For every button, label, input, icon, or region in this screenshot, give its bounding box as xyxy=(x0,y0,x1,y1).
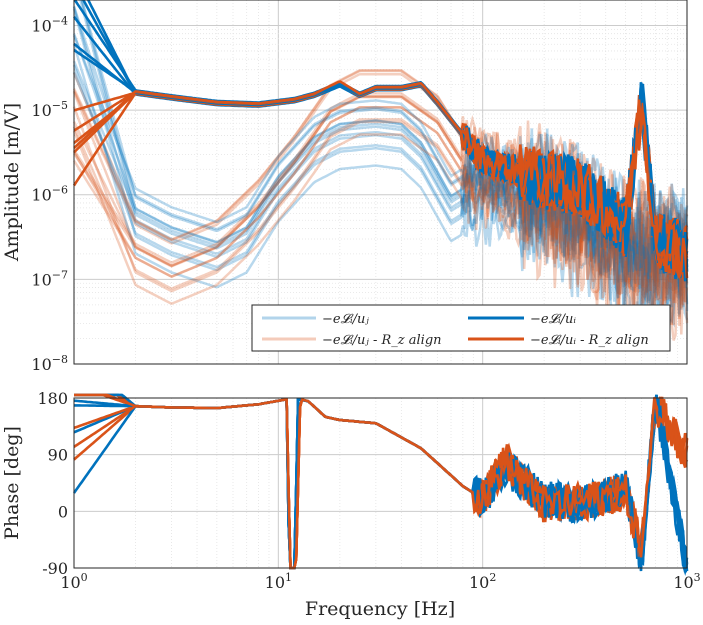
amp-ytick-label: 10−5 xyxy=(31,99,68,120)
amp-coupling-curve xyxy=(72,43,689,336)
amp-coupling-curve xyxy=(72,33,689,298)
amp-ytick-label: 10−6 xyxy=(31,184,68,205)
amplitude-axes-box xyxy=(73,0,688,365)
phase-ylabel: Phase [deg] xyxy=(1,426,23,540)
amplitude-lines xyxy=(72,0,689,341)
amp-coupling-curve xyxy=(72,6,689,308)
amp-coupling-curve xyxy=(72,72,689,280)
legend-label-direct: −e𝓛ᵢ/uᵢ xyxy=(530,312,576,327)
amp-coupling-curve xyxy=(80,0,689,294)
phase-xlabel: Frequency [Hz] xyxy=(305,598,455,620)
legend-label-coupling-rz: −e𝓛ᵢ/uⱼ - R_z align xyxy=(322,333,442,348)
amp-coupling-curve xyxy=(72,8,689,328)
ph-xtick-label: 103 xyxy=(673,571,700,592)
amplitude-ylabel: Amplitude [m/V] xyxy=(1,103,23,262)
phase-xtick-labels: 100 101 102 103 xyxy=(60,571,700,592)
amplitude-panel: 10−8 10−7 10−6 10−5 10−4 Amplitude [m/V] −e𝓛… xyxy=(1,0,689,374)
phase-panel: -90 0 90 180 100 101 102 103 Phase [deg] Frequ… xyxy=(1,389,701,620)
ph-ytick-label: 180 xyxy=(37,389,68,408)
ph-ytick-label: -90 xyxy=(42,559,68,578)
legend[interactable]: −e𝓛ᵢ/uⱼ −e𝓛ᵢ/uᵢ −e𝓛ᵢ/uⱼ - R_z align −e𝓛ᵢ… xyxy=(251,304,671,352)
ph-ytick-label: 0 xyxy=(58,502,68,521)
ph-xtick-label: 101 xyxy=(265,571,292,592)
amp-ytick-label: 10−8 xyxy=(31,353,68,374)
amp-ytick-label: 10−7 xyxy=(31,268,68,289)
amp-coupling-curve xyxy=(72,92,689,288)
amp-coupling-curve xyxy=(72,106,689,311)
amp-coupling-curve xyxy=(72,130,689,341)
ph-xtick-label: 102 xyxy=(469,571,496,592)
amp-coupling-curve xyxy=(72,106,689,327)
ph-ytick-label: 90 xyxy=(48,446,68,465)
legend-label-coupling: −e𝓛ᵢ/uⱼ xyxy=(322,312,369,327)
phase-ytick-labels: -90 0 90 180 xyxy=(37,389,68,578)
legend-box xyxy=(251,304,671,352)
amplitude-ytick-labels: 10−8 10−7 10−6 10−5 10−4 xyxy=(31,14,68,374)
phase-axes-box xyxy=(73,397,688,569)
phase-curve xyxy=(74,393,689,570)
amp-coupling-curve xyxy=(72,95,689,302)
amp-coupling-curve xyxy=(72,106,689,309)
amp-coupling-curve xyxy=(72,60,689,292)
phase-lines xyxy=(72,393,689,576)
amp-ytick-label: 10−4 xyxy=(31,14,68,35)
ph-xtick-label: 100 xyxy=(60,571,87,592)
amp-coupling-curve xyxy=(79,0,689,301)
amp-direct-curve xyxy=(73,80,689,279)
legend-label-direct-rz: −e𝓛ᵢ/uᵢ - R_z align xyxy=(530,333,649,348)
